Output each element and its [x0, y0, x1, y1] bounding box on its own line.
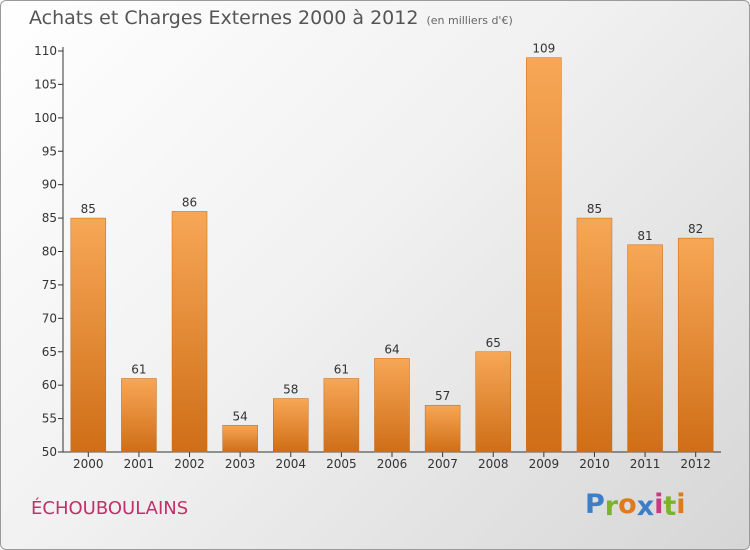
y-tick-label: 90: [42, 178, 57, 192]
logo-letter: o: [618, 489, 637, 520]
bar-2007: [424, 404, 461, 453]
bar-2011: [627, 244, 663, 453]
bar-value-label: 61: [131, 362, 146, 376]
bar-2004: [273, 398, 309, 453]
bar-value-label: 54: [233, 409, 248, 423]
y-tick-label: 60: [42, 378, 57, 392]
x-tick-label: 2006: [377, 457, 408, 471]
bar-2000: [70, 217, 107, 453]
bar-2010: [576, 217, 613, 453]
bar-2002: [171, 211, 208, 453]
unit-note: (en milliers d'€): [426, 14, 513, 27]
bar-value-label: 61: [334, 362, 349, 376]
y-tick-label: 80: [42, 245, 57, 259]
x-tick-label: 2009: [529, 457, 560, 471]
x-tick-label: 2003: [225, 457, 256, 471]
bar-value-label: 82: [688, 222, 703, 236]
logo-letter: r: [604, 491, 619, 522]
x-tick-label: 2000: [73, 457, 104, 471]
bar-2012: [677, 237, 714, 453]
bar-value-label: 57: [435, 389, 450, 403]
chart-title: Achats et Charges Externes 2000 à 2012 (e…: [29, 7, 513, 29]
bar-2009: [526, 57, 562, 453]
bar-value-label: 58: [283, 383, 298, 397]
bar-value-label: 109: [532, 42, 555, 56]
bars: 85 61 86 54 58 61 64 57 65 109 85 81 82: [70, 42, 714, 453]
y-tick-label: 110: [34, 44, 57, 58]
x-tick-label: 2007: [427, 457, 458, 471]
x-tick-label: 2002: [174, 457, 205, 471]
bar-value-label: 65: [486, 336, 501, 350]
x-tick-label: 2005: [326, 457, 357, 471]
bar-2006: [374, 358, 410, 453]
bar-2008: [475, 351, 511, 453]
bar-value-label: 85: [81, 202, 96, 216]
x-tick-label: 2004: [275, 457, 306, 471]
logo-letter: P: [585, 489, 605, 520]
place-name: ÉCHOUBOULAINS: [31, 498, 189, 519]
bar-value-label: 86: [182, 195, 197, 209]
y-tick-label: 50: [42, 445, 57, 459]
y-tick-label: 55: [42, 412, 57, 426]
bar-value-label: 81: [637, 229, 652, 243]
bar-value-label: 85: [587, 202, 602, 216]
y-tick-label: 65: [42, 345, 57, 359]
logo-letter: t: [663, 491, 677, 522]
x-tick-label: 2008: [478, 457, 509, 471]
y-tick-label: 75: [42, 278, 57, 292]
bar-2001: [121, 378, 157, 453]
bar-2003: [222, 425, 258, 453]
logo-letter: i: [676, 489, 686, 520]
y-tick-label: 85: [42, 211, 57, 225]
x-tick-label: 2001: [124, 457, 155, 471]
logo-letter: x: [636, 491, 655, 522]
y-tick-label: 95: [42, 144, 57, 158]
logo-letter: i: [654, 489, 664, 520]
y-tick-label: 70: [42, 311, 57, 325]
bar-value-label: 64: [384, 342, 399, 356]
x-tick-label: 2011: [630, 457, 661, 471]
x-tick-label: 2010: [579, 457, 610, 471]
bar-2005: [323, 378, 360, 453]
proxiti-logo: Proxiti: [585, 489, 686, 522]
y-tick-label: 100: [34, 111, 57, 125]
y-tick-label: 105: [34, 77, 57, 91]
x-tick-label: 2012: [680, 457, 711, 471]
